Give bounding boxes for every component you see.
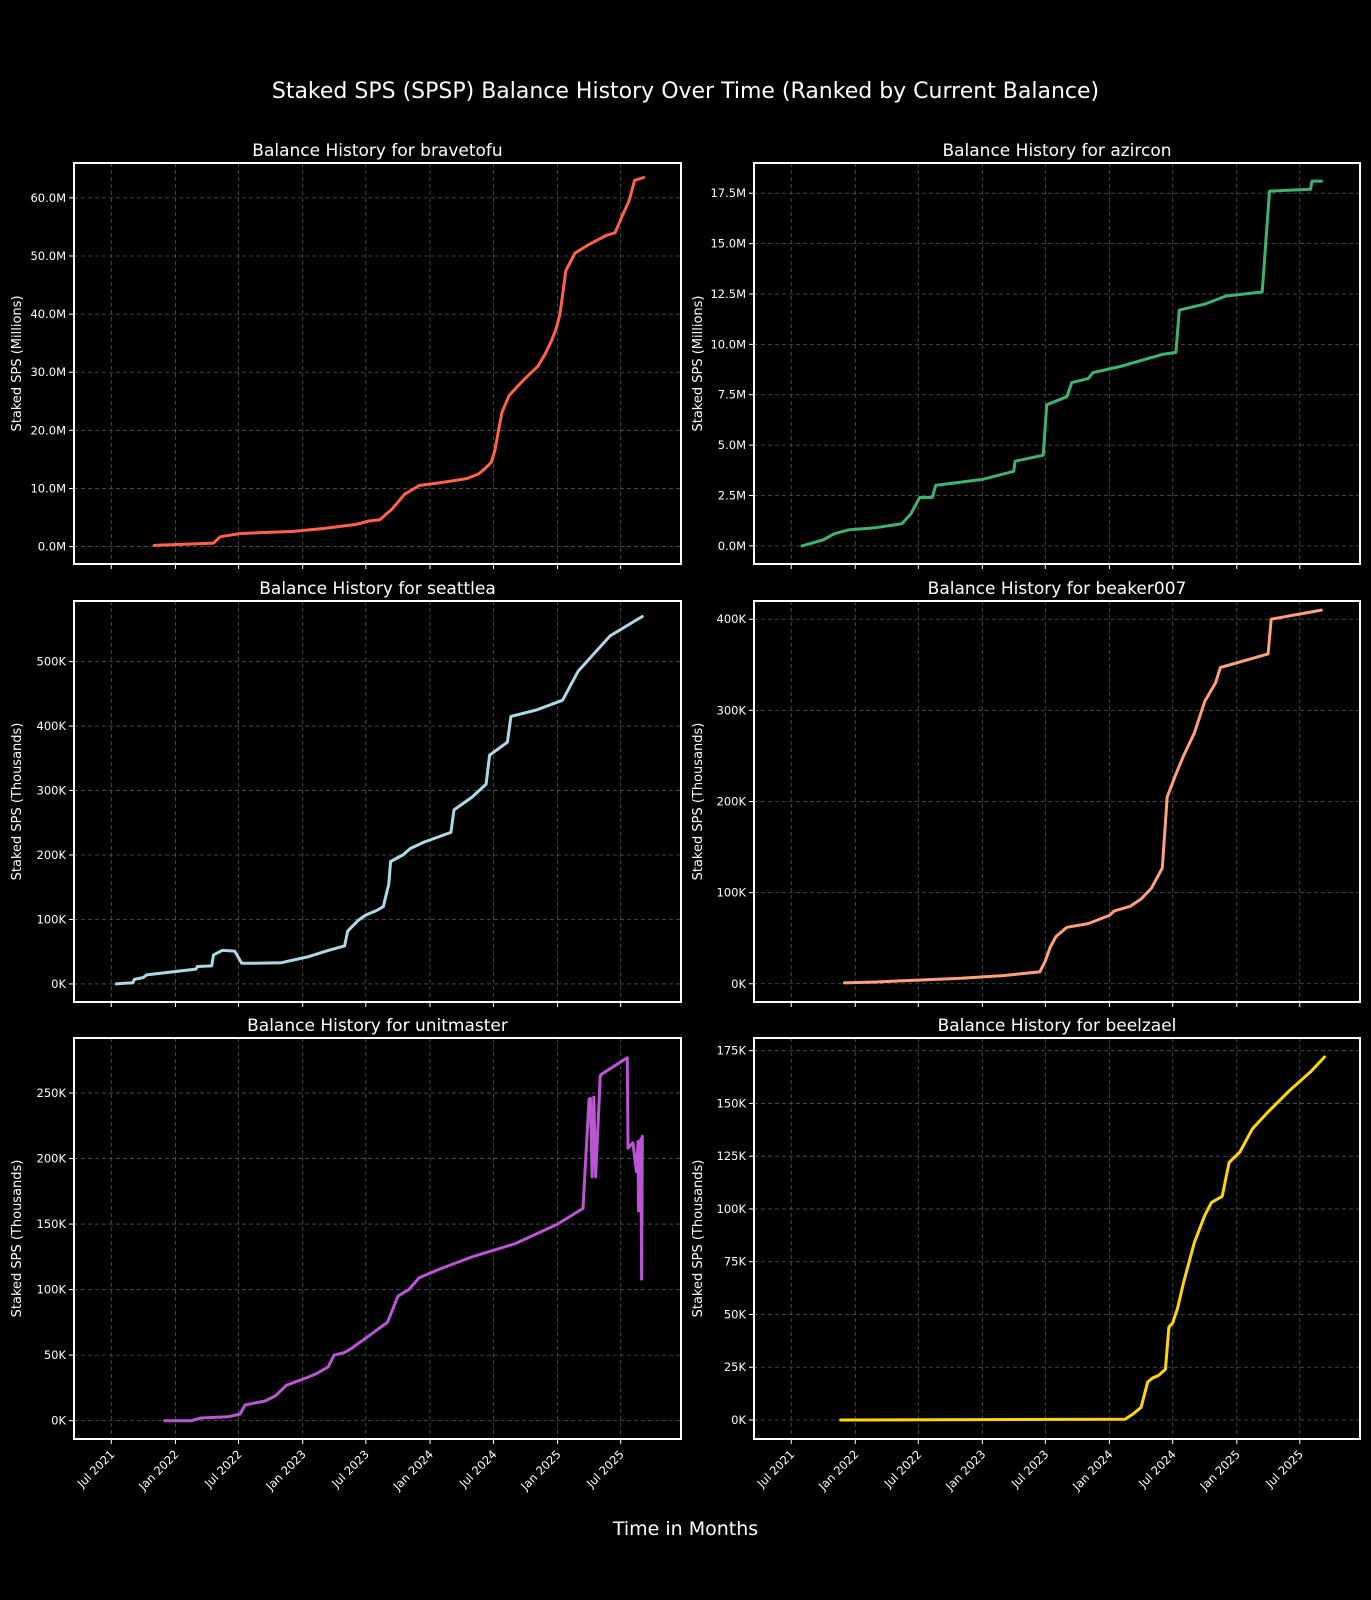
y-tick-label: 400K	[717, 612, 747, 626]
series-line	[114, 615, 644, 986]
y-tick-label: 15.0M	[710, 237, 746, 251]
chart-panel-2: 0.0M 2.5M 5.0M 7.5M 10.0M 12.5M 15.0M 17.5M Bala…	[691, 141, 1361, 569]
chart-title: Balance History for beelzael	[938, 1016, 1177, 1036]
y-axis-label: Staked SPS (Millions)	[10, 295, 25, 431]
series-line	[839, 1055, 1326, 1422]
y-tick-label: 50.0M	[30, 249, 66, 263]
series-line	[843, 608, 1323, 985]
y-tick-label: 300K	[37, 784, 67, 798]
plot-frame	[73, 162, 682, 565]
y-tick-label: 60.0M	[30, 191, 66, 205]
y-tick-label: 200K	[37, 1152, 67, 1166]
y-tick-label: 0K	[731, 977, 746, 991]
y-tick-label: 100K	[717, 1202, 747, 1216]
y-tick-label: 500K	[37, 655, 67, 669]
y-axis-label: Staked SPS (Millions)	[691, 295, 706, 431]
chart-panel-5: Jul 2021 Jan 2022 Jul 2022 Jan 2023 Jul 2023…	[10, 1016, 682, 1494]
plot-area	[74, 163, 681, 564]
series-line	[163, 1056, 644, 1423]
y-tick-label: 25K	[724, 1360, 747, 1374]
chart-title: Balance History for azircon	[942, 141, 1171, 161]
plot-frame	[753, 1037, 1361, 1440]
y-tick-label: 7.5M	[718, 388, 746, 402]
chart-title: Balance History for seattlea	[259, 579, 496, 599]
chart-title: Balance History for beaker007	[928, 579, 1187, 599]
y-axis-label: Staked SPS (Thousands)	[691, 1160, 706, 1318]
plot-frame	[753, 600, 1361, 1003]
y-axis-label: Staked SPS (Thousands)	[10, 1160, 25, 1318]
chart-title: Balance History for unitmaster	[247, 1016, 508, 1036]
chart-panel-4: 0K 100K 200K 300K 400K Balance History for be…	[691, 579, 1361, 1007]
y-tick-label: 20.0M	[30, 423, 66, 437]
y-tick-label: 0.0M	[718, 539, 746, 553]
y-tick-label: 125K	[717, 1149, 747, 1163]
y-tick-label: 5.0M	[718, 438, 746, 452]
plot-area	[74, 601, 681, 1002]
plot-frame	[753, 162, 1361, 565]
y-tick-label: 50K	[724, 1307, 747, 1321]
y-tick-label: 0K	[51, 1414, 66, 1428]
chart-panel-3: 0K 100K 200K 300K 400K 500K Balance History fo…	[10, 579, 682, 1007]
y-tick-label: 175K	[717, 1044, 747, 1058]
panels: 0.0M 10.0M 20.0M 30.0M 40.0M 50.0M 60.0M Balanc…	[10, 141, 1361, 1494]
y-tick-label: 75K	[724, 1255, 747, 1269]
series-line	[152, 176, 646, 547]
y-tick-label: 40.0M	[30, 307, 66, 321]
y-tick-label: 150K	[717, 1096, 747, 1110]
y-tick-label: 50K	[44, 1348, 67, 1362]
y-tick-label: 30.0M	[30, 365, 66, 379]
y-tick-label: 200K	[717, 795, 747, 809]
y-tick-label: 0K	[731, 1413, 746, 1427]
y-tick-label: 12.5M	[710, 287, 746, 301]
y-tick-label: 400K	[37, 719, 67, 733]
chart-panel-6: Jul 2021 Jan 2022 Jul 2022 Jan 2023 Jul 2023…	[691, 1016, 1361, 1494]
y-axis-label: Staked SPS (Thousands)	[691, 723, 706, 881]
plot-area	[754, 1038, 1360, 1439]
y-tick-label: 10.0M	[30, 481, 66, 495]
y-tick-label: 0.0M	[38, 540, 66, 554]
y-tick-label: 200K	[37, 848, 67, 862]
y-tick-label: 150K	[37, 1217, 67, 1231]
plot-area	[754, 163, 1360, 564]
series-line	[800, 179, 1323, 548]
figure-title: Staked SPS (SPSP) Balance History Over T…	[272, 79, 1099, 104]
chart-panel-1: 0.0M 10.0M 20.0M 30.0M 40.0M 50.0M 60.0M Balanc…	[10, 141, 682, 569]
y-tick-label: 2.5M	[718, 488, 746, 502]
y-axis-label: Staked SPS (Thousands)	[10, 723, 25, 881]
y-tick-label: 100K	[37, 912, 67, 926]
figure-xlabel: Time in Months	[612, 1518, 758, 1540]
y-tick-label: 17.5M	[710, 186, 746, 200]
y-tick-label: 100K	[717, 886, 747, 900]
plot-frame	[73, 600, 682, 1003]
y-tick-label: 100K	[37, 1283, 67, 1297]
plot-frame	[73, 1037, 682, 1440]
y-tick-label: 300K	[717, 703, 747, 717]
y-tick-label: 250K	[37, 1086, 67, 1100]
chart-title: Balance History for bravetofu	[252, 141, 502, 161]
y-tick-label: 10.0M	[710, 337, 746, 351]
y-tick-label: 0K	[51, 977, 66, 991]
